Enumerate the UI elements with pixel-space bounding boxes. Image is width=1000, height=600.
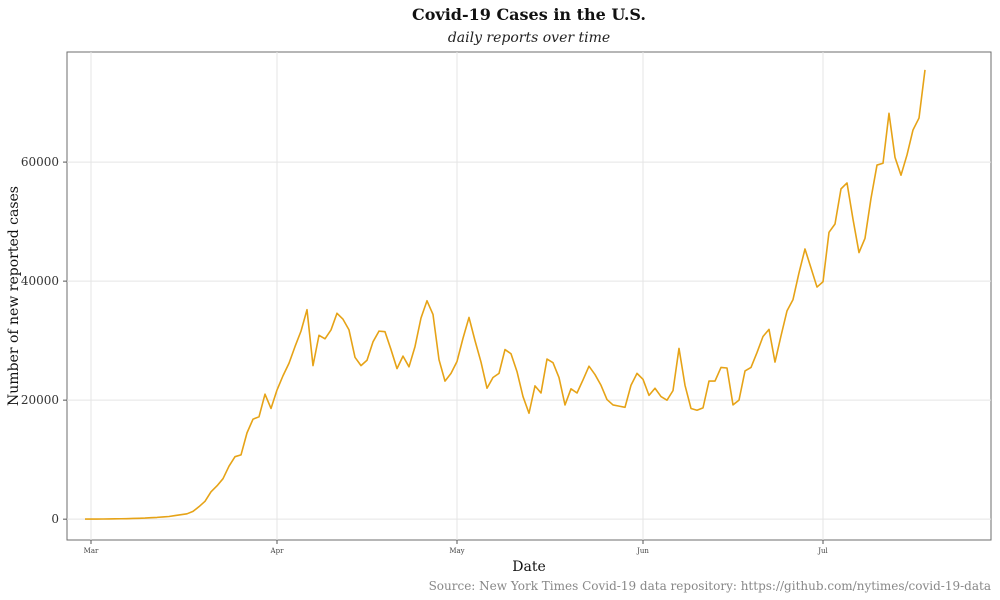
y-tick-label: 0 bbox=[51, 512, 59, 526]
x-axis-title: Date bbox=[512, 559, 545, 575]
x-tick-label: Jun bbox=[636, 547, 649, 555]
x-tick-label: May bbox=[449, 547, 464, 555]
y-axis-title: Number of new reported cases bbox=[6, 186, 22, 406]
series-line bbox=[84, 69, 926, 520]
chart-title: Covid-19 Cases in the U.S. bbox=[412, 5, 646, 24]
y-tick-label: 20000 bbox=[21, 393, 59, 407]
chart-subtitle: daily reports over time bbox=[448, 30, 610, 46]
y-tick-label: 40000 bbox=[21, 274, 59, 288]
source-caption: Source: New York Times Covid-19 data rep… bbox=[429, 579, 991, 593]
plot-area bbox=[66, 51, 992, 541]
x-tick-label: Jul bbox=[817, 547, 828, 555]
grid bbox=[67, 52, 991, 540]
y-tick-label: 60000 bbox=[21, 155, 59, 169]
x-tick-label: Mar bbox=[84, 547, 99, 555]
x-tick-label: Apr bbox=[270, 547, 285, 555]
y-axis: 0 20000 40000 60000 bbox=[21, 155, 67, 526]
x-axis: Mar Apr May Jun Jul bbox=[84, 540, 829, 555]
